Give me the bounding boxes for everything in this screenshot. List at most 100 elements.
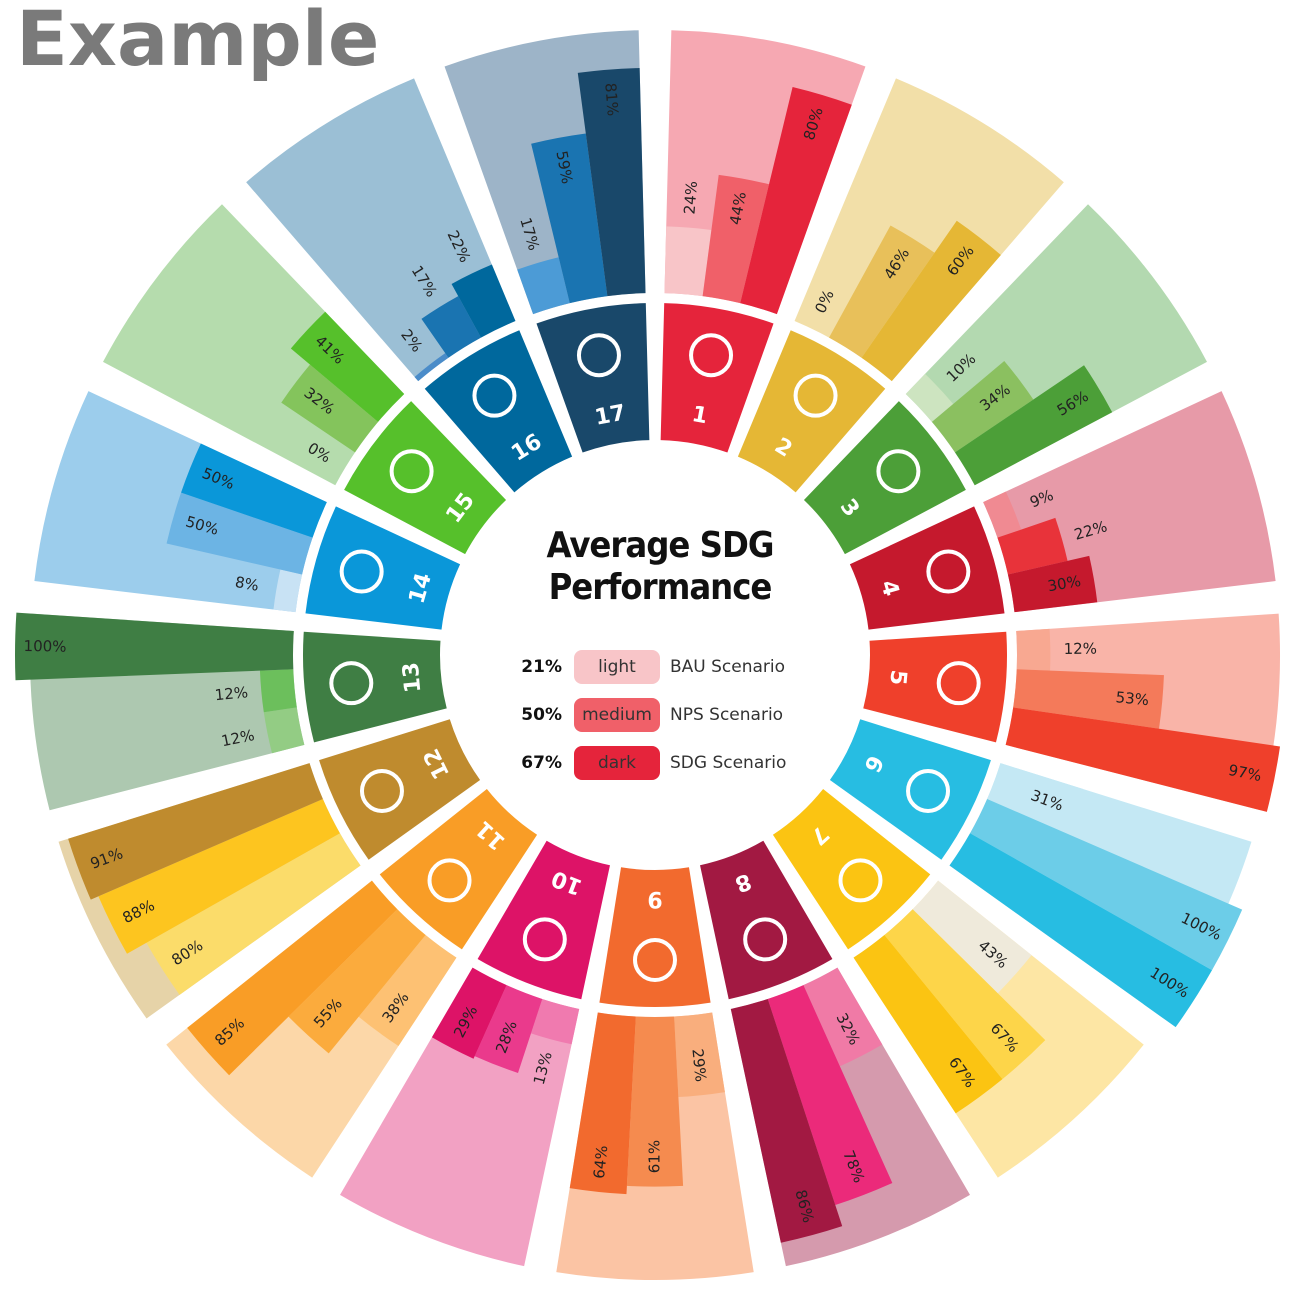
goal-band [379,789,538,950]
bar [1016,628,1051,671]
goal-band [737,330,886,493]
bar [577,68,646,297]
goal-band [319,719,481,860]
value-label: 59% [552,149,576,185]
heading: Example [16,0,380,83]
bar [702,174,770,304]
bar [905,373,954,422]
legend-scenario: SDG Scenario [670,753,786,773]
bar [983,491,1022,538]
bar [146,833,361,995]
value-label: 81% [601,82,622,117]
bar [431,967,507,1059]
goal-icon [472,373,517,418]
legend-swatch [574,698,660,732]
legend-average: 67% [521,753,562,773]
legend-name: medium [582,705,652,725]
goal-band [344,401,507,555]
goal-band [536,303,650,453]
bar [1005,707,1281,812]
bar [14,612,294,681]
bar [414,353,449,382]
value-label: 8% [234,573,261,595]
bar [68,763,323,900]
legend-average: 50% [521,705,562,725]
bar [664,226,712,297]
goal-number: 17 [593,401,628,431]
bar [531,133,608,304]
bar [187,880,398,1076]
value-label: 44% [726,190,750,226]
bar [517,257,570,315]
bar [288,909,426,1054]
bar [474,985,543,1073]
bar [98,799,340,954]
bar [861,220,1001,382]
goal-band [303,631,447,743]
bar [730,998,843,1243]
chart-title: Average SDG Performance [546,525,775,608]
bar [949,833,1213,1028]
value-label: 100% [23,637,66,656]
bar [166,492,313,575]
bar [970,799,1243,971]
value-label: 12% [1064,640,1098,658]
goal-icon [339,549,384,594]
legend-swatch [574,746,660,780]
bar [421,296,481,358]
goal-number: 13 [399,661,427,694]
goal-band [772,789,931,950]
goal-icon [906,768,951,813]
legend-scenario: BAU Scenario [670,657,785,677]
goal-icon [689,333,734,378]
bar [358,935,457,1047]
goal-icon [926,549,971,594]
goal-band [803,401,966,555]
bar [884,909,1046,1080]
goal-band [424,330,573,493]
bar [912,880,1032,994]
goal-icon [576,333,621,378]
bar [997,517,1068,575]
value-label: 30% [1046,572,1082,595]
goal-icon [838,858,883,903]
bar [803,967,883,1067]
goal-icon [522,917,567,962]
goal-number: 1 [690,402,710,429]
value-label: 24% [680,180,701,215]
value-label: 53% [1115,688,1150,709]
value-label: 61% [646,1140,664,1173]
goal-icon [633,938,677,982]
bar [273,569,303,613]
legend-scenario: NPS Scenario [670,705,783,725]
goal-icon [427,858,472,903]
goal-icon [359,768,404,813]
legend-swatch [574,650,660,684]
goal-icon [743,917,788,962]
goal-band [660,303,774,453]
goal-icon [389,449,434,494]
bar [740,87,852,315]
goal-band [829,719,991,860]
bar [181,443,327,538]
bar [259,669,297,713]
bar [674,1012,725,1098]
value-label: 29% [688,1048,709,1083]
bar [569,1012,636,1195]
bar [955,365,1113,486]
legend-average: 21% [521,657,562,677]
bar [451,264,516,338]
bar [931,361,1034,453]
goal-band [599,867,711,1007]
bar [829,225,935,358]
bar [987,763,1083,834]
goal-icon [793,373,838,418]
goal-icon [936,661,981,706]
goal-band [863,631,1007,743]
bar [530,998,580,1045]
goal-number: 5 [884,669,910,687]
bar [1007,555,1098,613]
goal-icon [329,661,374,706]
